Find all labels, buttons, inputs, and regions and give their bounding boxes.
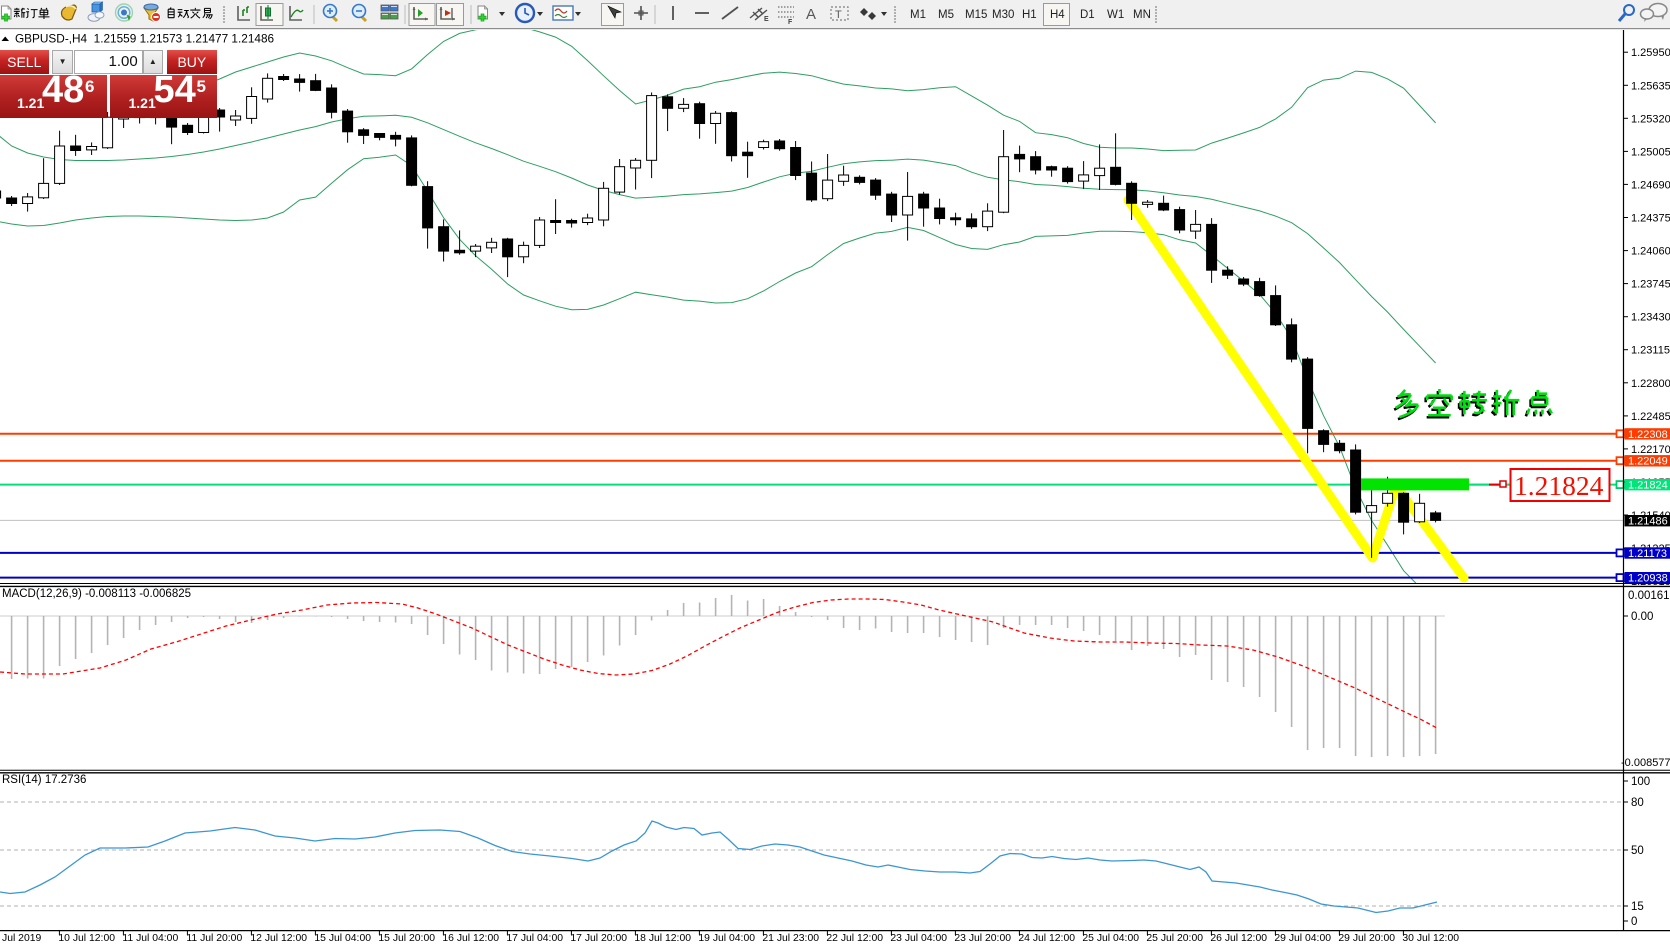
svg-text:15: 15 — [1631, 901, 1644, 913]
svg-text:M5: M5 — [938, 9, 954, 21]
svg-text:F: F — [788, 19, 793, 26]
svg-text:W1: W1 — [1107, 9, 1124, 21]
svg-text:1.21824: 1.21824 — [1514, 470, 1604, 501]
svg-text:29 Jul 20:00: 29 Jul 20:00 — [1338, 933, 1395, 944]
svg-text:1.25320: 1.25320 — [1631, 113, 1670, 125]
svg-text:1.24690: 1.24690 — [1631, 179, 1670, 191]
svg-text:26 Jul 12:00: 26 Jul 12:00 — [1210, 933, 1267, 944]
svg-text:0.00161: 0.00161 — [1628, 590, 1670, 602]
svg-text:1.21824: 1.21824 — [1628, 480, 1668, 492]
svg-text:1.22170: 1.22170 — [1631, 444, 1670, 456]
svg-text:1.23115: 1.23115 — [1631, 345, 1670, 357]
svg-text:25 Jul 20:00: 25 Jul 20:00 — [1146, 933, 1203, 944]
svg-text:18 Jul 12:00: 18 Jul 12:00 — [634, 933, 691, 944]
svg-text:M1: M1 — [910, 9, 926, 21]
svg-text:1.22800: 1.22800 — [1631, 378, 1670, 390]
svg-text:1.20938: 1.20938 — [1628, 573, 1668, 585]
svg-text:11 Jul 04:00: 11 Jul 04:00 — [122, 933, 178, 944]
svg-text:1.21173: 1.21173 — [1628, 548, 1667, 560]
svg-text:16 Jul 12:00: 16 Jul 12:00 — [442, 933, 499, 944]
svg-text:15 Jul 04:00: 15 Jul 04:00 — [314, 933, 371, 944]
svg-text:1.24060: 1.24060 — [1631, 246, 1670, 258]
svg-text:0: 0 — [1631, 916, 1637, 928]
svg-text:19 Jul 04:00: 19 Jul 04:00 — [698, 933, 755, 944]
svg-text:1.22049: 1.22049 — [1628, 456, 1668, 468]
svg-text:11 Jul 20:00: 11 Jul 20:00 — [186, 933, 242, 944]
svg-text:1.25950: 1.25950 — [1631, 47, 1670, 59]
svg-text:1.22308: 1.22308 — [1628, 429, 1668, 441]
svg-text:M30: M30 — [992, 9, 1014, 21]
svg-text:1.25005: 1.25005 — [1631, 146, 1670, 158]
svg-text:D1: D1 — [1080, 9, 1095, 21]
svg-text:10 Jul 12:00: 10 Jul 12:00 — [58, 933, 115, 944]
svg-text:Jul 2019: Jul 2019 — [2, 933, 42, 944]
svg-text:15 Jul 20:00: 15 Jul 20:00 — [378, 933, 435, 944]
svg-text:1.24375: 1.24375 — [1631, 213, 1670, 225]
svg-text:-0.008577: -0.008577 — [1621, 757, 1670, 769]
svg-text:0.00: 0.00 — [1631, 611, 1653, 623]
svg-text:RSI(14) 17.2736: RSI(14) 17.2736 — [2, 774, 86, 786]
svg-text:MACD(12,26,9) -0.008113 -0.006: MACD(12,26,9) -0.008113 -0.006825 — [2, 588, 191, 600]
svg-text:29 Jul 04:00: 29 Jul 04:00 — [1274, 933, 1331, 944]
svg-text:H4: H4 — [1050, 9, 1065, 21]
svg-text:GBPUSD-,H4 1.21559 1.21573 1.: GBPUSD-,H4 1.21559 1.21573 1.21477 1.214… — [15, 32, 275, 46]
svg-text:21 Jul 23:00: 21 Jul 23:00 — [762, 933, 819, 944]
svg-text:30 Jul 12:00: 30 Jul 12:00 — [1402, 933, 1459, 944]
svg-text:1.23430: 1.23430 — [1631, 312, 1670, 324]
svg-text:H1: H1 — [1022, 9, 1037, 21]
svg-text:23 Jul 04:00: 23 Jul 04:00 — [890, 933, 947, 944]
svg-text:T: T — [835, 9, 842, 21]
svg-text:17 Jul 20:00: 17 Jul 20:00 — [570, 933, 627, 944]
svg-text:25 Jul 04:00: 25 Jul 04:00 — [1082, 933, 1139, 944]
svg-text:17 Jul 04:00: 17 Jul 04:00 — [506, 933, 563, 944]
svg-text:1.22485: 1.22485 — [1631, 411, 1670, 423]
svg-text:100: 100 — [1631, 776, 1650, 788]
svg-text:23 Jul 20:00: 23 Jul 20:00 — [954, 933, 1011, 944]
svg-text:M15: M15 — [965, 9, 987, 21]
svg-text:A: A — [806, 6, 816, 23]
svg-text:24 Jul 12:00: 24 Jul 12:00 — [1018, 933, 1075, 944]
svg-text:E: E — [764, 16, 769, 23]
svg-text:12 Jul 12:00: 12 Jul 12:00 — [250, 933, 307, 944]
svg-text:22 Jul 12:00: 22 Jul 12:00 — [826, 933, 883, 944]
svg-text:1.25635: 1.25635 — [1631, 80, 1670, 92]
svg-text:1.23745: 1.23745 — [1631, 279, 1670, 291]
svg-text:50: 50 — [1631, 845, 1644, 857]
svg-text:MN: MN — [1133, 9, 1151, 21]
svg-text:1.21486: 1.21486 — [1628, 516, 1668, 528]
svg-text:80: 80 — [1631, 797, 1644, 809]
